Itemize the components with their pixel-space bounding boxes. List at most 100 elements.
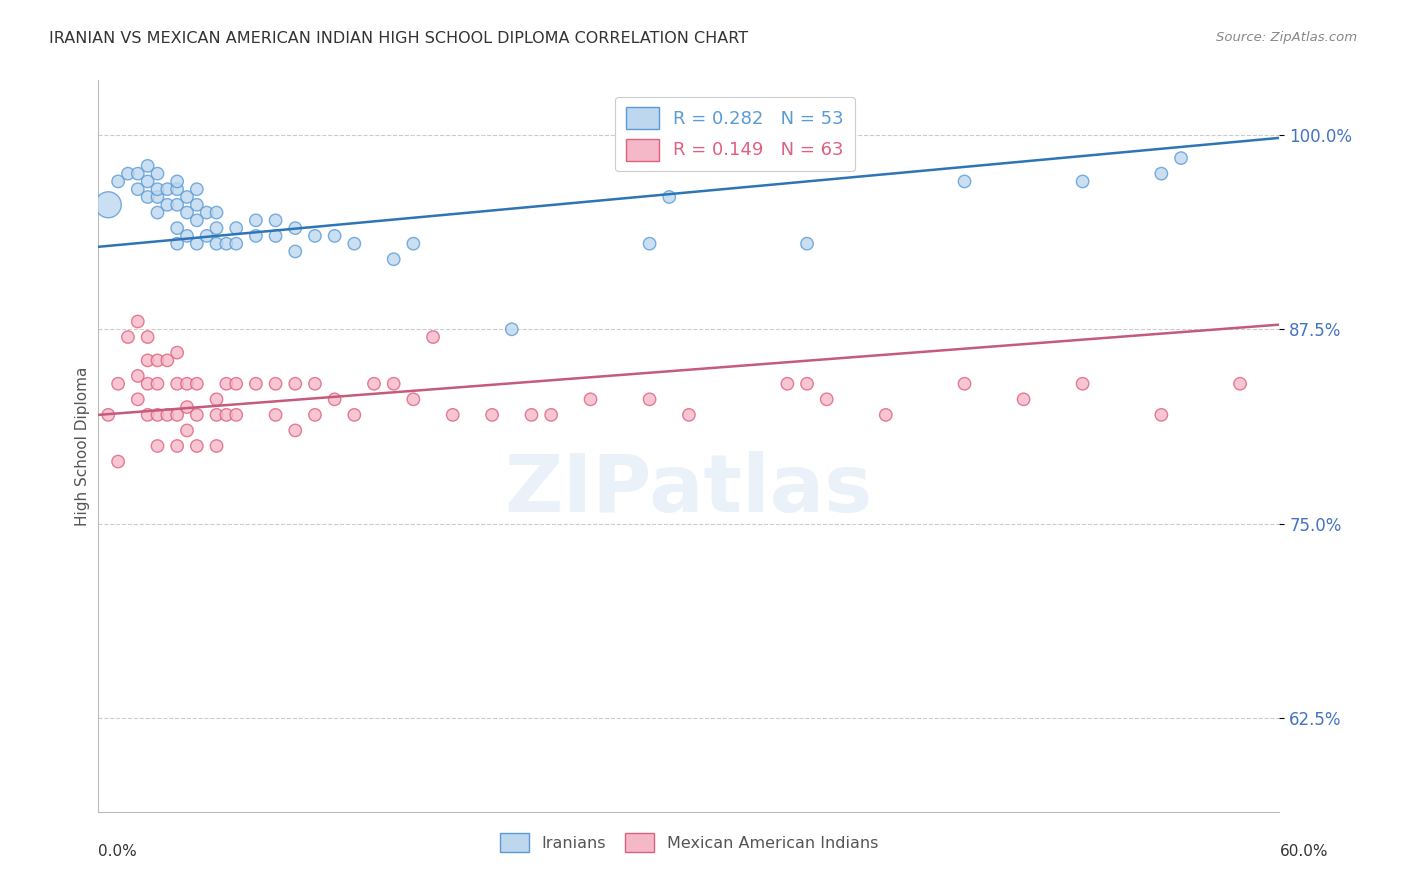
Text: 60.0%: 60.0%	[1281, 845, 1329, 859]
Legend: Iranians, Mexican American Indians: Iranians, Mexican American Indians	[494, 826, 884, 859]
Point	[215, 408, 238, 422]
Point	[284, 221, 307, 235]
Point	[127, 368, 149, 383]
Point	[776, 376, 799, 391]
Point	[205, 236, 228, 251]
Point	[323, 392, 346, 407]
Point	[186, 439, 208, 453]
Point	[323, 228, 346, 243]
Point	[195, 228, 218, 243]
Point	[166, 408, 188, 422]
Point	[205, 392, 228, 407]
Point	[186, 376, 208, 391]
Point	[1012, 392, 1035, 407]
Point	[481, 408, 503, 422]
Point	[1150, 408, 1173, 422]
Point	[97, 198, 120, 212]
Point	[1150, 167, 1173, 181]
Point	[264, 376, 287, 391]
Y-axis label: High School Diploma: High School Diploma	[75, 367, 90, 525]
Point	[186, 213, 208, 227]
Point	[658, 190, 681, 204]
Point	[136, 353, 159, 368]
Point	[186, 236, 208, 251]
Point	[678, 408, 700, 422]
Point	[1071, 174, 1094, 188]
Point	[382, 376, 405, 391]
Point	[136, 190, 159, 204]
Point	[176, 376, 198, 391]
Point	[176, 190, 198, 204]
Point	[186, 198, 208, 212]
Point	[107, 174, 129, 188]
Point	[136, 159, 159, 173]
Point	[304, 228, 326, 243]
Point	[136, 408, 159, 422]
Point	[264, 408, 287, 422]
Point	[520, 408, 543, 422]
Point	[225, 236, 247, 251]
Point	[441, 408, 464, 422]
Point	[796, 376, 818, 391]
Point	[127, 392, 149, 407]
Point	[579, 392, 602, 407]
Point	[146, 167, 169, 181]
Point	[225, 408, 247, 422]
Text: Source: ZipAtlas.com: Source: ZipAtlas.com	[1216, 31, 1357, 45]
Point	[127, 314, 149, 328]
Point	[156, 198, 179, 212]
Point	[264, 228, 287, 243]
Text: 0.0%: 0.0%	[98, 845, 138, 859]
Point	[195, 205, 218, 219]
Point	[245, 228, 267, 243]
Point	[205, 439, 228, 453]
Point	[176, 228, 198, 243]
Text: IRANIAN VS MEXICAN AMERICAN INDIAN HIGH SCHOOL DIPLOMA CORRELATION CHART: IRANIAN VS MEXICAN AMERICAN INDIAN HIGH …	[49, 31, 748, 46]
Point	[176, 205, 198, 219]
Point	[363, 376, 385, 391]
Point	[215, 376, 238, 391]
Point	[245, 376, 267, 391]
Point	[382, 252, 405, 267]
Point	[107, 376, 129, 391]
Point	[146, 190, 169, 204]
Point	[146, 205, 169, 219]
Point	[953, 174, 976, 188]
Point	[156, 353, 179, 368]
Point	[156, 408, 179, 422]
Point	[875, 408, 897, 422]
Point	[284, 376, 307, 391]
Point	[166, 182, 188, 196]
Point	[205, 205, 228, 219]
Point	[422, 330, 444, 344]
Point	[136, 174, 159, 188]
Point	[638, 236, 661, 251]
Point	[205, 408, 228, 422]
Point	[97, 408, 120, 422]
Point	[146, 353, 169, 368]
Point	[176, 424, 198, 438]
Point	[166, 439, 188, 453]
Point	[166, 376, 188, 391]
Point	[638, 392, 661, 407]
Point	[501, 322, 523, 336]
Point	[796, 236, 818, 251]
Point	[284, 424, 307, 438]
Point	[815, 392, 838, 407]
Point	[215, 236, 238, 251]
Point	[146, 376, 169, 391]
Point	[127, 167, 149, 181]
Point	[176, 400, 198, 414]
Point	[166, 236, 188, 251]
Point	[146, 408, 169, 422]
Point	[146, 439, 169, 453]
Point	[264, 213, 287, 227]
Point	[402, 392, 425, 407]
Point	[166, 198, 188, 212]
Point	[166, 221, 188, 235]
Point	[1170, 151, 1192, 165]
Point	[343, 408, 366, 422]
Point	[127, 182, 149, 196]
Point	[1229, 376, 1251, 391]
Point	[166, 174, 188, 188]
